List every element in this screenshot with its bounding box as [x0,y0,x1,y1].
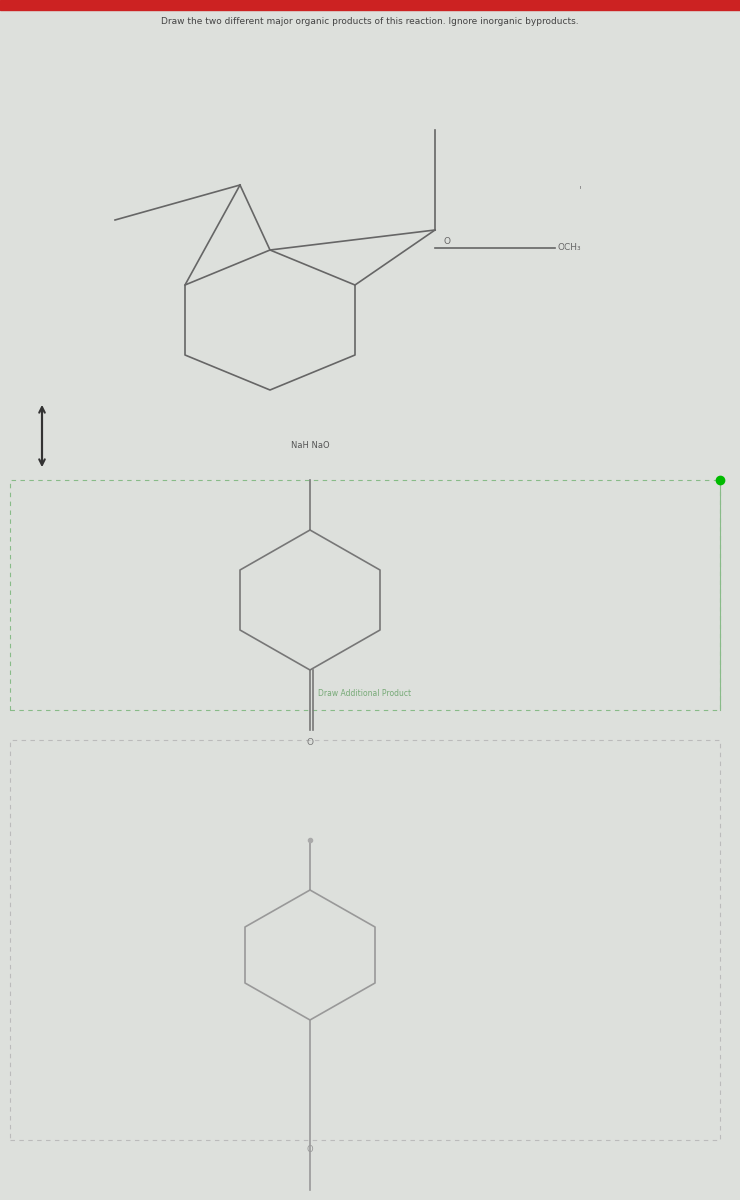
Text: O: O [443,238,450,246]
Text: O: O [306,738,314,746]
Text: O: O [306,1145,313,1154]
Text: OCH₃: OCH₃ [558,244,582,252]
Text: NaH NaO: NaH NaO [291,440,329,450]
Text: Draw the two different major organic products of this reaction. Ignore inorganic: Draw the two different major organic pro… [161,17,579,26]
Bar [10,740,720,1140]
Text: Draw Additional Product: Draw Additional Product [318,689,411,698]
Bar [0,0,740,10]
Text: ': ' [579,185,582,194]
Bar [10,480,720,710]
